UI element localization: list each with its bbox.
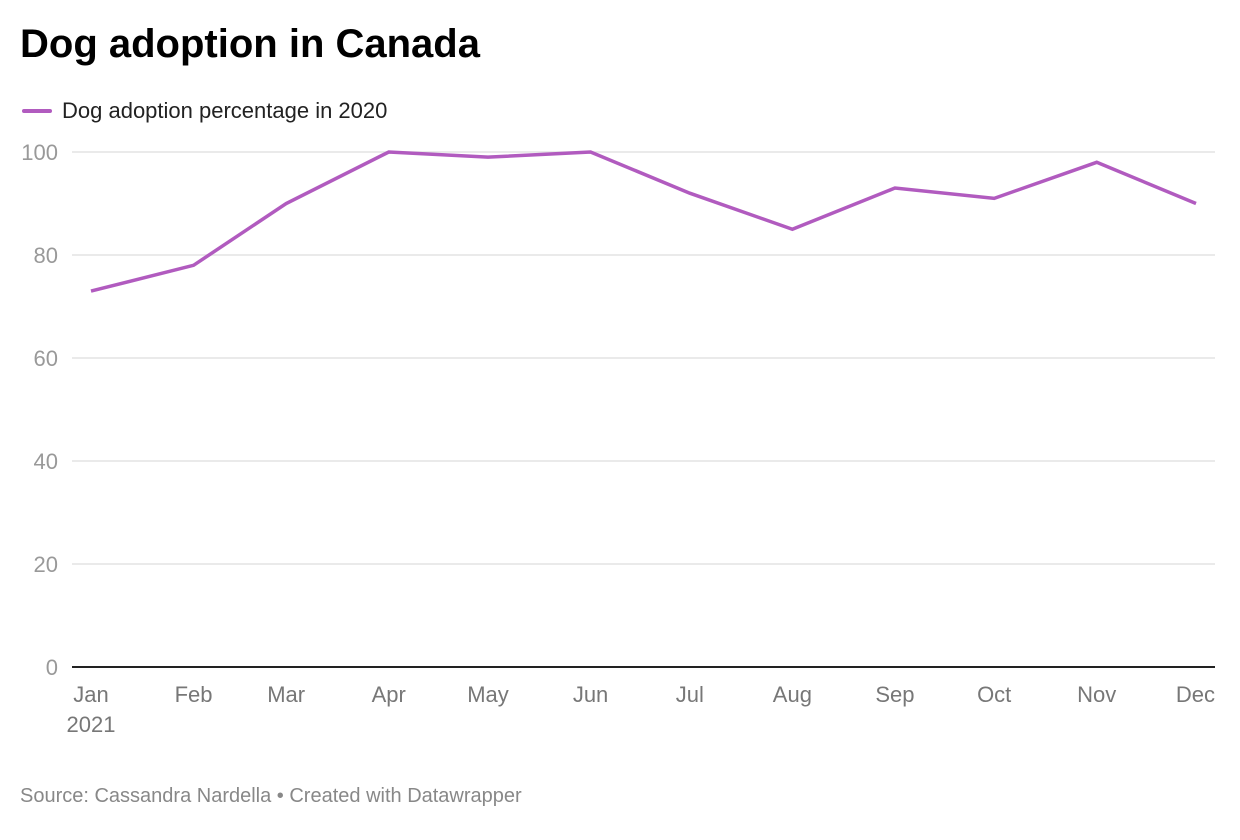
y-tick-label: 100	[21, 140, 58, 165]
legend-swatch	[22, 109, 52, 113]
legend-label: Dog adoption percentage in 2020	[62, 98, 388, 123]
line-chart: 0 20 40 60 80 100 Jan Feb Mar Apr May Jun Jul Aug Sep O…	[21, 140, 1215, 737]
x-tick-label: Jan	[73, 682, 108, 707]
x-tick-label: Oct	[977, 682, 1011, 707]
series-line	[90, 150, 1197, 293]
x-tick-label: Nov	[1077, 682, 1116, 707]
x-tick-label: Jun	[573, 682, 608, 707]
x-year-label: 2021	[67, 712, 116, 737]
x-tick-label: Feb	[175, 682, 213, 707]
y-tick-label: 80	[34, 243, 58, 268]
x-tick-label: Aug	[773, 682, 812, 707]
x-tick-label: Dec	[1176, 682, 1215, 707]
legend: Dog adoption percentage in 2020	[22, 98, 387, 124]
y-tick-label: 60	[34, 346, 58, 371]
y-tick-label: 20	[34, 552, 58, 577]
source-footer: Source: Cassandra Nardella • Created wit…	[20, 785, 522, 807]
x-tick-label: Sep	[875, 682, 914, 707]
x-tick-label: Apr	[372, 682, 406, 707]
y-tick-label: 0	[46, 655, 58, 680]
x-tick-label: Mar	[267, 682, 305, 707]
y-tick-label: 40	[34, 449, 58, 474]
x-tick-label: May	[467, 682, 509, 707]
x-tick-label: Jul	[676, 682, 704, 707]
chart-title: Dog adoption in Canada	[20, 22, 480, 66]
